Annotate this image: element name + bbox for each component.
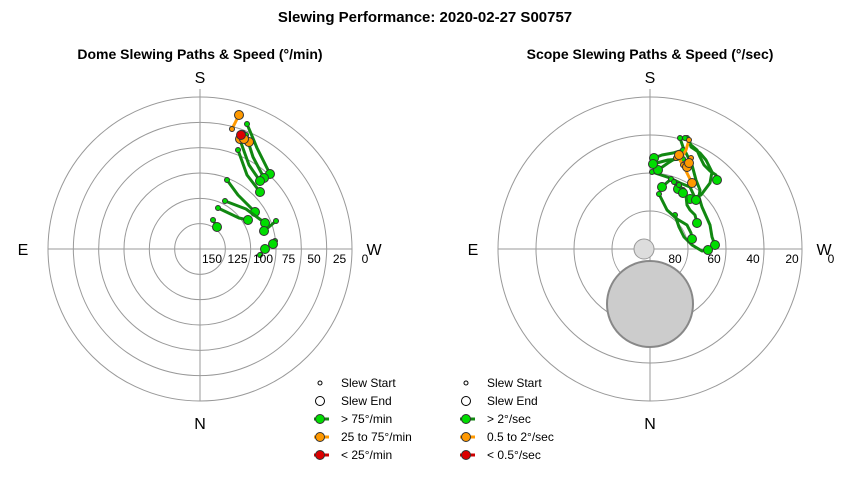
slew-start-marker xyxy=(229,126,235,132)
slew-end-marker xyxy=(687,234,697,244)
legend-marker-fast xyxy=(315,414,325,424)
legend-end-marker xyxy=(315,396,325,406)
slew-end-marker xyxy=(648,159,658,169)
slew-end-marker xyxy=(684,158,694,168)
slew-end-marker xyxy=(691,195,701,205)
legend-label-slow: < 25°/min xyxy=(341,448,392,462)
slew-end-marker xyxy=(703,245,713,255)
slew-path xyxy=(678,138,694,185)
r-tick-label: 60 xyxy=(707,252,721,266)
legend-label-start: Slew Start xyxy=(487,376,542,390)
r-tick-label: 40 xyxy=(746,252,760,266)
figure-title: Slewing Performance: 2020-02-27 S00757 xyxy=(277,9,573,26)
legend-marker-medium xyxy=(461,432,471,442)
slew-start-marker xyxy=(244,121,250,127)
zenith-limit-zone xyxy=(606,260,694,348)
direction-label: N xyxy=(644,416,656,433)
slew-path xyxy=(225,178,257,214)
slew-start-marker xyxy=(215,205,221,211)
direction-label: N xyxy=(194,416,206,433)
slew-path xyxy=(238,138,262,183)
legend-label-start: Slew Start xyxy=(341,376,396,390)
slew-end-marker xyxy=(657,182,667,192)
slew-end-marker xyxy=(212,222,222,232)
slew-path xyxy=(657,192,694,241)
slew-end-marker xyxy=(234,110,244,120)
panel-title: Dome Slewing Paths & Speed (°/min) xyxy=(77,46,322,62)
legend-start-marker xyxy=(317,380,323,386)
slew-end-marker xyxy=(712,175,722,185)
slew-end-marker xyxy=(236,130,246,140)
polar-panel-0 xyxy=(47,89,353,460)
slew-end-marker xyxy=(710,240,720,250)
polar-panel-1 xyxy=(460,89,803,460)
r-tick-label: 0 xyxy=(362,252,369,266)
legend-marker-slow xyxy=(461,450,471,460)
direction-label: E xyxy=(18,242,29,259)
slew-path xyxy=(678,136,717,247)
slew-start-marker xyxy=(671,179,677,185)
slew-start-marker xyxy=(273,218,279,224)
legend-label-fast: > 75°/min xyxy=(341,412,392,426)
panel-title: Scope Slewing Paths & Speed (°/sec) xyxy=(527,46,774,62)
legend-label-medium: 0.5 to 2°/sec xyxy=(487,430,554,444)
slew-path xyxy=(245,122,272,176)
r-tick-label: 25 xyxy=(333,252,347,266)
slew-start-marker xyxy=(210,217,216,223)
legend-label-medium: 25 to 75°/min xyxy=(341,430,412,444)
direction-label: S xyxy=(195,70,206,87)
legend-label-end: Slew End xyxy=(341,394,392,408)
slew-end-marker xyxy=(259,226,269,236)
r-tick-label: 75 xyxy=(282,252,296,266)
slew-end-marker xyxy=(678,188,688,198)
slew-end-marker xyxy=(268,239,278,249)
r-tick-label: 0 xyxy=(828,252,835,266)
legend-marker-medium xyxy=(315,432,325,442)
r-tick-label: 80 xyxy=(668,252,682,266)
slew-end-marker xyxy=(260,244,270,254)
slew-end-marker xyxy=(692,218,702,228)
direction-label: W xyxy=(366,242,382,259)
slew-end-marker xyxy=(255,187,265,197)
slew-start-marker xyxy=(235,147,241,153)
legend-label-end: Slew End xyxy=(487,394,538,408)
legend-label-slow: < 0.5°/sec xyxy=(487,448,541,462)
legend-end-marker xyxy=(461,396,471,406)
slew-path xyxy=(236,148,262,194)
r-tick-label: 50 xyxy=(307,252,321,266)
slew-start-marker xyxy=(224,177,230,183)
direction-label: W xyxy=(816,242,832,259)
r-tick-label: 150 xyxy=(202,252,222,266)
slew-start-marker xyxy=(676,182,682,188)
r-tick-label: 100 xyxy=(253,252,273,266)
slew-path xyxy=(223,199,267,225)
slew-end-marker xyxy=(243,215,253,225)
slew-start-marker xyxy=(677,135,683,141)
direction-label: E xyxy=(468,242,479,259)
slew-end-marker xyxy=(674,150,684,160)
legend-label-fast: > 2°/sec xyxy=(487,412,531,426)
slew-start-marker xyxy=(656,191,662,197)
slew-start-marker xyxy=(686,137,692,143)
slew-end-marker xyxy=(687,178,697,188)
legend-marker-fast xyxy=(461,414,471,424)
legend-start-marker xyxy=(463,380,469,386)
direction-label: S xyxy=(645,70,656,87)
pole-zone xyxy=(633,238,655,260)
slew-start-marker xyxy=(257,252,263,258)
slew-start-marker xyxy=(222,198,228,204)
legend-marker-slow xyxy=(315,450,325,460)
r-tick-label: 20 xyxy=(785,252,799,266)
slew-end-marker xyxy=(255,176,265,186)
r-tick-label: 125 xyxy=(227,252,247,266)
